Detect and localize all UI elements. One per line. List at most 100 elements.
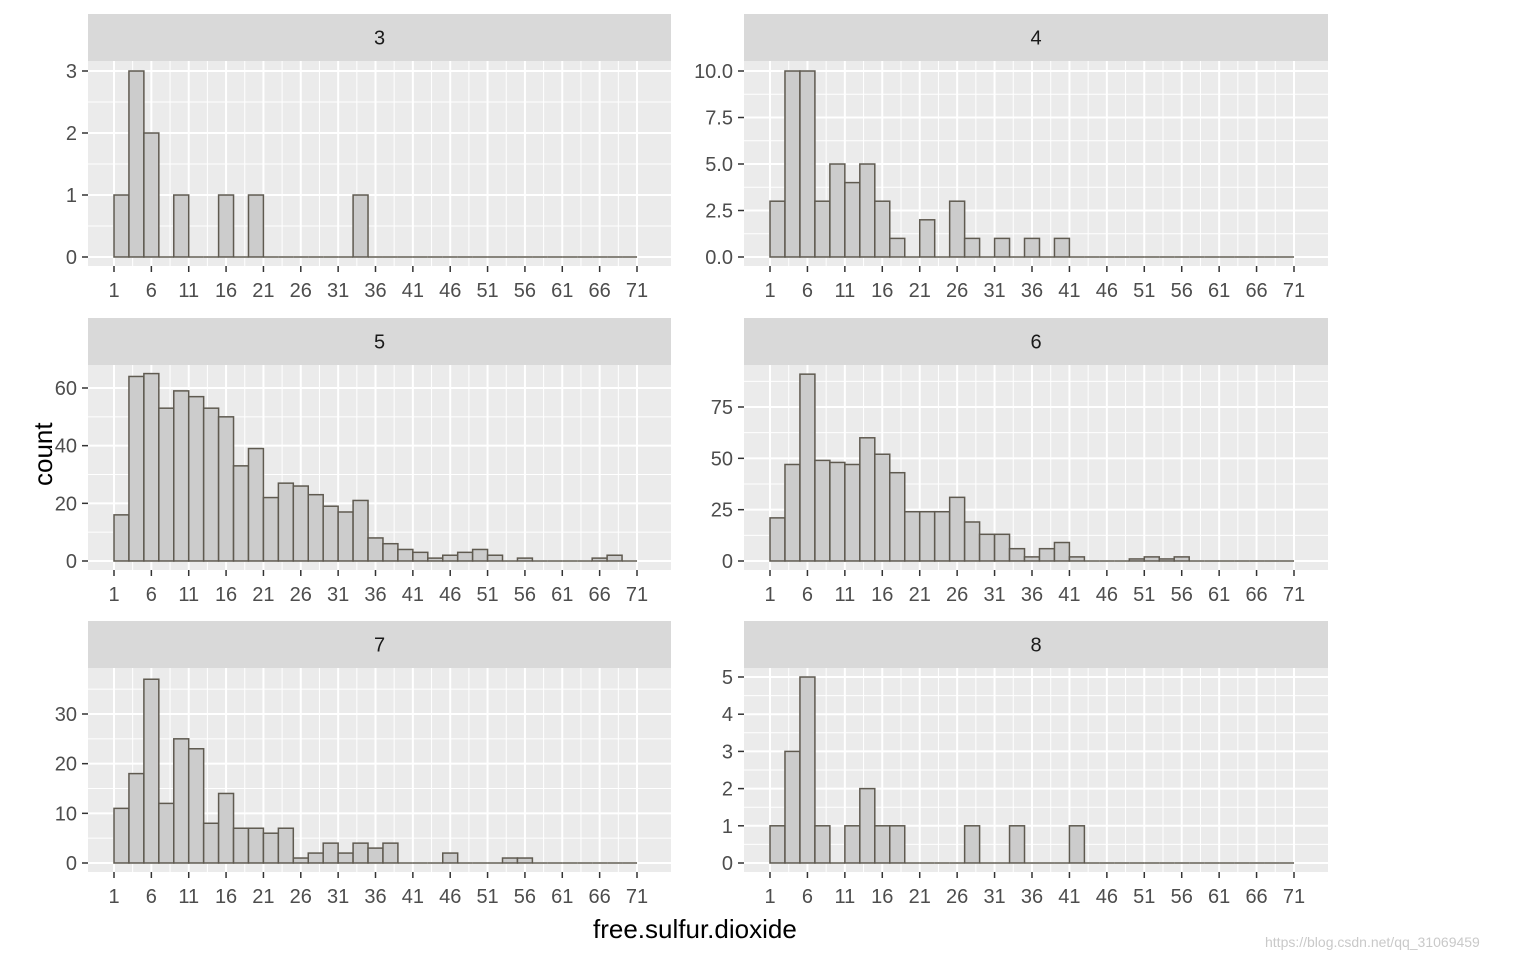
y-tick-label: 0.0 xyxy=(705,247,733,269)
histogram-bar xyxy=(202,822,220,864)
x-tick-label: 46 xyxy=(1096,280,1118,302)
x-tick-label: 6 xyxy=(802,280,813,302)
x-axis-title: free.sulfur.dioxide xyxy=(593,914,797,944)
histogram-bar xyxy=(217,194,235,258)
histogram-bar xyxy=(247,447,265,562)
x-tick-label: 1 xyxy=(764,280,775,302)
y-tick-label: 60 xyxy=(55,378,77,400)
histogram-bar xyxy=(173,390,190,562)
histogram-bar xyxy=(456,551,474,562)
y-tick-label: 1 xyxy=(722,816,733,838)
x-tick-label: 41 xyxy=(1058,280,1080,302)
x-tick-label: 21 xyxy=(252,584,274,606)
histogram-bar xyxy=(889,825,906,864)
x-tick-label: 56 xyxy=(514,886,536,908)
x-tick-label: 66 xyxy=(1245,886,1267,908)
x-tick-label: 6 xyxy=(146,886,157,908)
x-tick-label: 16 xyxy=(215,886,237,908)
facet-strip xyxy=(744,14,1328,61)
histogram-bar xyxy=(1053,541,1071,562)
x-tick-label: 66 xyxy=(1245,584,1267,606)
histogram-bar xyxy=(217,416,235,562)
x-tick-label: 16 xyxy=(871,584,893,606)
x-tick-label: 1 xyxy=(764,886,775,908)
histogram-bar xyxy=(128,70,145,258)
x-tick-label: 6 xyxy=(802,584,813,606)
histogram-bar xyxy=(903,510,921,562)
x-tick-label: 46 xyxy=(439,280,461,302)
y-tick-label: 1 xyxy=(66,185,77,207)
histogram-bar xyxy=(262,496,280,562)
x-tick-label: 41 xyxy=(402,280,424,302)
x-tick-label: 1 xyxy=(108,280,119,302)
facet-strip xyxy=(88,318,671,365)
histogram-bar xyxy=(948,496,966,562)
histogram-bar xyxy=(933,510,951,562)
watermark: https://blog.csdn.net/qq_31069459 xyxy=(1265,934,1480,950)
histogram-bar xyxy=(1038,547,1056,562)
histogram-bar xyxy=(874,200,891,258)
x-tick-label: 36 xyxy=(364,584,386,606)
histogram-bar xyxy=(784,463,801,562)
histogram-bar xyxy=(769,517,786,562)
histogram-bar xyxy=(292,857,310,864)
x-tick-label: 56 xyxy=(514,584,536,606)
histogram-bar xyxy=(889,237,906,258)
y-tick-label: 7.5 xyxy=(705,108,733,130)
histogram-bar xyxy=(113,194,130,258)
histogram-bar xyxy=(441,852,459,864)
y-tick-label: 10.0 xyxy=(694,61,733,83)
y-tick-label: 20 xyxy=(55,754,77,776)
x-tick-label: 61 xyxy=(1208,886,1230,908)
histogram-bar xyxy=(352,499,369,562)
x-tick-label: 21 xyxy=(252,280,274,302)
x-tick-label: 31 xyxy=(327,584,349,606)
histogram-bar xyxy=(202,407,220,562)
x-tick-label: 71 xyxy=(626,280,648,302)
x-tick-label: 61 xyxy=(551,886,573,908)
histogram-bar xyxy=(187,748,205,864)
x-tick-label: 31 xyxy=(983,886,1005,908)
y-tick-label: 3 xyxy=(66,61,77,83)
x-tick-label: 56 xyxy=(1171,584,1193,606)
x-tick-label: 16 xyxy=(215,584,237,606)
x-tick-label: 31 xyxy=(327,886,349,908)
facet-strip-label: 4 xyxy=(1030,28,1041,50)
x-tick-label: 56 xyxy=(1171,886,1193,908)
y-tick-label: 3 xyxy=(722,741,733,763)
histogram-bar xyxy=(814,200,831,258)
histogram-bar xyxy=(427,557,444,562)
x-tick-label: 36 xyxy=(1021,584,1043,606)
x-tick-label: 51 xyxy=(476,584,498,606)
x-tick-label: 51 xyxy=(1133,584,1155,606)
histogram-bar xyxy=(262,832,280,864)
y-tick-label: 5 xyxy=(722,667,733,689)
x-tick-label: 66 xyxy=(1245,280,1267,302)
histogram-bar xyxy=(367,537,384,562)
histogram-bar xyxy=(277,482,295,562)
x-tick-label: 6 xyxy=(802,886,813,908)
facet-strip-label: 7 xyxy=(374,635,385,657)
histogram-bar xyxy=(173,738,190,864)
x-tick-label: 66 xyxy=(589,584,611,606)
histogram-bar xyxy=(769,825,786,864)
facet-strip-label: 3 xyxy=(374,28,385,50)
histogram-bar xyxy=(143,372,160,562)
x-tick-label: 31 xyxy=(327,280,349,302)
histogram-bar xyxy=(606,554,623,562)
histogram-bar xyxy=(307,493,324,562)
histogram-bar xyxy=(217,792,235,864)
x-tick-label: 56 xyxy=(1171,280,1193,302)
y-tick-label: 5.0 xyxy=(705,154,733,176)
histogram-bar xyxy=(516,857,534,864)
y-tick-label: 0 xyxy=(66,247,77,269)
histogram-bar xyxy=(232,465,250,562)
histogram-bar xyxy=(1173,556,1190,562)
x-tick-label: 26 xyxy=(946,280,968,302)
x-tick-label: 36 xyxy=(1021,886,1043,908)
histogram-bar xyxy=(963,825,981,864)
